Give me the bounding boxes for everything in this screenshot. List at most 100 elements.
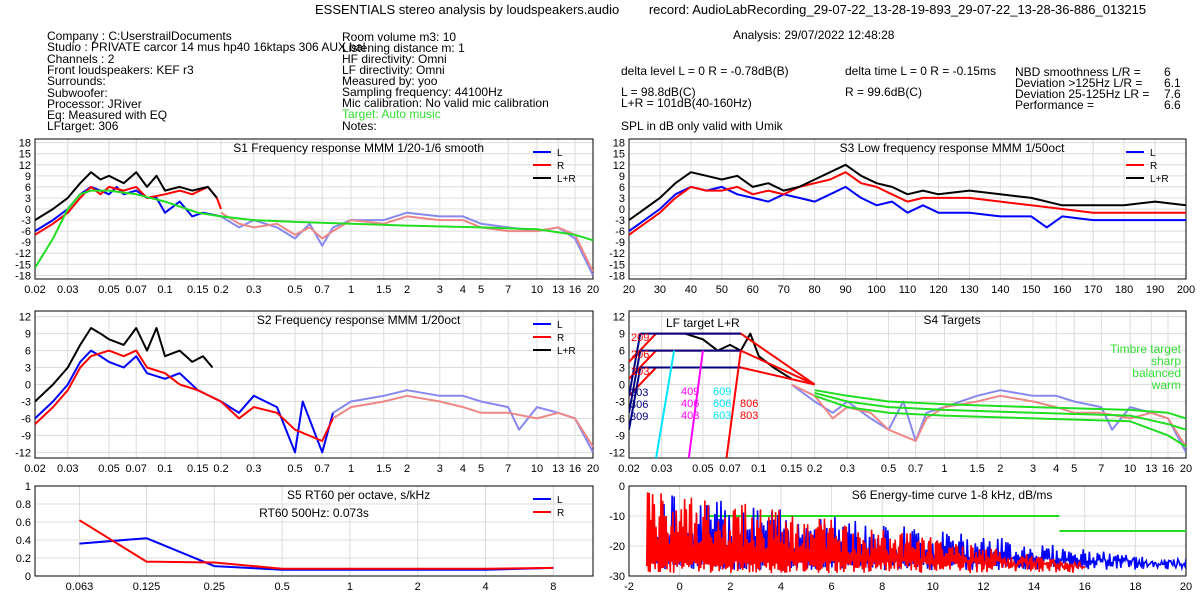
series-line-r <box>645 492 1086 574</box>
eq-line: Eq: Measured with EQ <box>47 108 168 122</box>
x-tick-label: 20 <box>587 463 599 475</box>
x-tick-label: 0.3 <box>246 463 261 475</box>
target-code-label: 609 <box>713 386 731 398</box>
y-tick-label: -12 <box>15 447 31 459</box>
y-tick-label: 6 <box>619 346 625 358</box>
x-tick-label: 0.7 <box>908 463 923 475</box>
listening-distance-line: Listening distance m: 1 <box>342 41 465 55</box>
target-code-label: 209 <box>631 332 649 344</box>
x-tick-label: 60 <box>747 284 759 296</box>
x-tick-label: 5 <box>478 284 484 296</box>
x-tick-label: 16 <box>569 463 581 475</box>
y-tick-label: -6 <box>21 413 31 425</box>
x-tick-label: 130 <box>960 284 978 296</box>
spl-right: R = 99.6dB(C) <box>845 85 923 99</box>
x-tick-label: 8 <box>550 581 556 593</box>
x-tick-label: 4 <box>1053 463 1059 475</box>
surrounds-line: Surrounds: <box>47 74 106 88</box>
x-tick-label: 0.02 <box>24 284 45 296</box>
y-tick-label: -9 <box>615 430 625 442</box>
y-tick-label: 0 <box>619 204 625 216</box>
x-tick-label: 80 <box>809 284 821 296</box>
series-line-l-r <box>35 327 214 403</box>
x-tick-label: 5 <box>478 463 484 475</box>
legend-label: L <box>1150 148 1156 159</box>
legend-label: L+R <box>1150 174 1169 185</box>
x-tick-label: 30 <box>654 284 666 296</box>
target-code-label: 206 <box>631 349 649 361</box>
lf-directivity-line: LF directivity: Omni <box>342 63 445 77</box>
legend-label: L <box>557 148 563 159</box>
plot-frame <box>628 138 1187 280</box>
x-tick-label: 0.1 <box>157 463 172 475</box>
chart-s2: 0.02 0.03 0.05 0.07 0.1 0.15 0.2 0.3 0.5 0.7 1 1.5 2… <box>15 310 599 475</box>
x-tick-label: 180 <box>1115 284 1133 296</box>
analysis-date: Analysis: 29/07/2022 12:48:28 <box>733 28 895 42</box>
metric-value: 6.6 <box>1164 98 1181 112</box>
x-tick-label: 150 <box>1022 284 1040 296</box>
y-tick-label: -12 <box>609 447 625 459</box>
x-tick-label: 0.5 <box>287 284 302 296</box>
timbre-label: balanced <box>1132 366 1181 380</box>
chart-title: S2 Frequency response MMM 1/20oct <box>257 313 461 327</box>
y-tick-label: 0 <box>25 571 31 583</box>
x-tick-label: 0.07 <box>719 463 740 475</box>
app-title: ESSENTIALS stereo analysis by loudspeake… <box>315 2 620 17</box>
y-tick-label: -3 <box>615 215 625 227</box>
y-tick-label: -6 <box>615 413 625 425</box>
plot-frame <box>34 138 594 280</box>
target-code-label: 306 <box>630 399 648 411</box>
y-tick-label: -9 <box>21 237 31 249</box>
x-tick-label: 7 <box>505 463 511 475</box>
timbre-label: sharp <box>1151 354 1181 368</box>
legend-label: L <box>557 495 563 506</box>
lftarget-line: LFtarget: 306 <box>47 119 119 133</box>
series-group <box>629 332 1186 458</box>
series-line-target-303 <box>629 366 741 430</box>
series-group <box>645 492 1186 574</box>
y-tick-label: -18 <box>15 270 31 282</box>
x-tick-label: 7 <box>505 284 511 296</box>
x-tick-label: 2 <box>997 463 1003 475</box>
x-tick-label: 0.03 <box>57 284 78 296</box>
plot-frame <box>34 310 594 459</box>
x-tick-label: 14 <box>1028 581 1040 593</box>
chart-title: S6 Energy-time curve 1-8 kHz, dB/ms <box>852 488 1053 502</box>
x-tick-label: 4 <box>460 463 466 475</box>
legend-label: L <box>557 320 563 331</box>
series-line-r-faded- <box>332 394 593 448</box>
x-tick-label: 0.03 <box>651 463 672 475</box>
x-tick-label: 0.1 <box>157 284 172 296</box>
chart-title: S1 Frequency response MMM 1/20-1/6 smoot… <box>233 141 484 155</box>
lf-target-label: LF target L+R <box>666 316 740 330</box>
target-code-label: 409 <box>681 386 699 398</box>
target-line: Target: Auto music <box>342 107 441 121</box>
delta-time: delta time L = 0 R = -0.15ms <box>845 64 996 78</box>
y-tick-label: 6 <box>25 182 31 194</box>
x-tick-label: 16 <box>1162 463 1174 475</box>
chart-s3: 20 30 40 50 60 70 80 90 100 110 120 130 140 150 160 170… <box>609 138 1195 296</box>
metric-label: Deviation >125Hz L/R = <box>1015 76 1143 90</box>
legend-label: R <box>557 508 564 519</box>
series-group <box>629 163 1186 236</box>
y-tick-label: -10 <box>609 511 625 523</box>
x-tick-label: 13 <box>552 463 564 475</box>
x-tick-label: 0.02 <box>24 463 45 475</box>
delta-level: delta level L = 0 R = -0.78dB(B) <box>621 64 789 78</box>
legend-label: R <box>557 333 564 344</box>
series-group <box>35 327 593 454</box>
x-tick-label: 0.05 <box>98 463 119 475</box>
x-tick-label: 4 <box>778 581 784 593</box>
measured-by-line: Measured by: yoo <box>342 74 438 88</box>
series-line-r-faded- <box>220 211 593 273</box>
spl-sum: L+R = 101dB(40-160Hz) <box>621 96 752 110</box>
subwoofer-line: Subwoofer: <box>47 86 108 100</box>
x-tick-label: 16 <box>1079 581 1091 593</box>
x-tick-label: 10 <box>531 284 543 296</box>
y-tick-label: -12 <box>609 248 625 260</box>
series-line-timbre-sharp <box>814 389 1186 420</box>
y-tick-label: 3 <box>619 363 625 375</box>
studio-line: Studio : PRIVATE carcor 14 mus hp40 16kt… <box>47 40 366 54</box>
x-tick-label: 10 <box>531 463 543 475</box>
